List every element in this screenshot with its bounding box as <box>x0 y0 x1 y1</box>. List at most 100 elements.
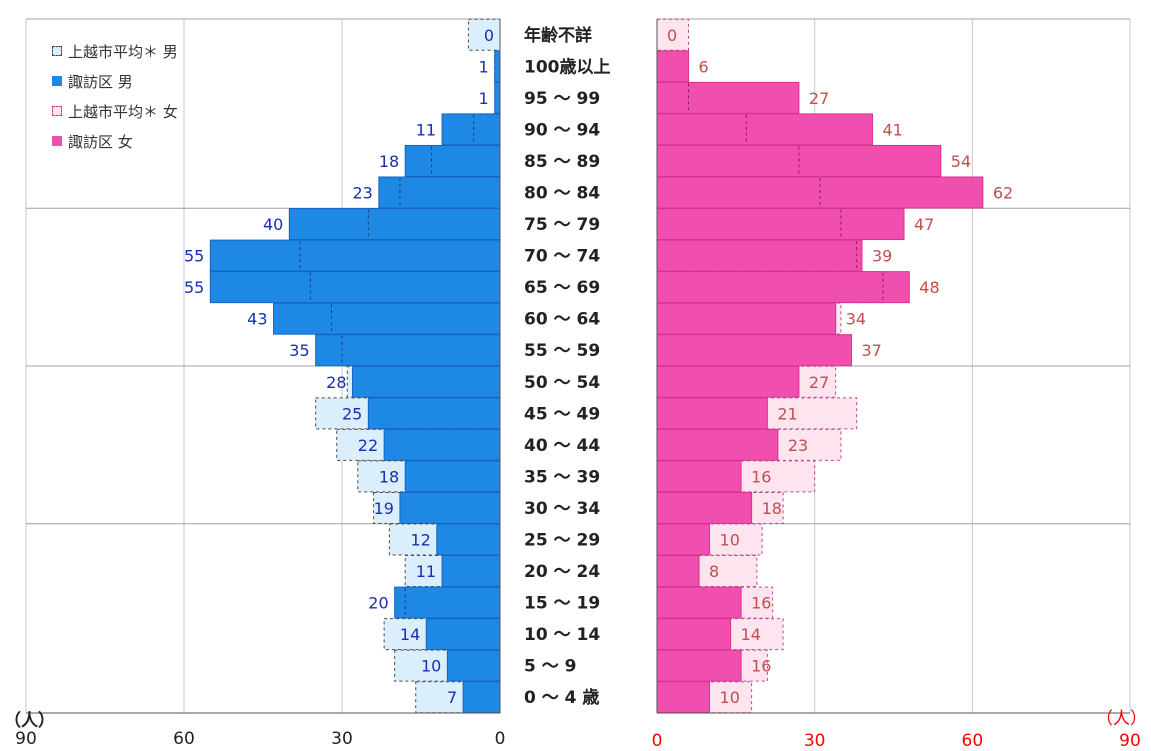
female-value-label: 23 <box>788 436 808 455</box>
suwa-female-bar <box>656 334 852 367</box>
legend-label: 上越市平均＊ 女 <box>68 102 178 121</box>
suwa-male-bar <box>315 334 501 367</box>
suwa-male-bar <box>288 208 501 241</box>
age-category-label: 35 ～ 39 <box>524 467 600 487</box>
suwa-male-bar <box>399 491 501 524</box>
male-value-label: 7 <box>447 688 457 707</box>
legend-swatch <box>52 76 62 86</box>
age-category-label: 100歳以上 <box>524 56 611 77</box>
right-axis-unit: （人） <box>1096 709 1147 729</box>
suwa-male-bar <box>378 176 501 209</box>
male-value-label: 25 <box>342 404 362 423</box>
suwa-female-bar <box>656 460 742 493</box>
female-value-label: 48 <box>919 278 939 297</box>
suwa-male-bar <box>394 586 501 619</box>
age-category-label: 60 ～ 64 <box>524 310 600 330</box>
male-value-label: 40 <box>263 215 283 234</box>
age-category-label: 80 ～ 84 <box>524 184 600 204</box>
suwa-female-bar <box>656 50 690 83</box>
suwa-male-bar <box>441 555 501 588</box>
suwa-female-bar <box>656 428 779 461</box>
age-category-label: 85 ～ 89 <box>524 152 600 172</box>
age-category-label: 65 ～ 69 <box>524 278 600 298</box>
age-category-label: 20 ～ 24 <box>524 562 600 582</box>
female-value-label: 62 <box>993 184 1013 203</box>
female-value-label: 27 <box>809 373 829 392</box>
left-axis-tick-label: 90 <box>15 729 37 749</box>
legend-item: 諏訪区 女 <box>52 126 178 156</box>
male-value-label: 14 <box>400 625 420 644</box>
suwa-male-bar <box>494 50 501 83</box>
female-value-label: 21 <box>777 404 797 423</box>
suwa-male-bar <box>404 460 501 493</box>
suwa-male-bar <box>273 302 501 335</box>
male-value-label: 23 <box>353 184 373 203</box>
age-category-label: 5 ～ 9 <box>524 657 577 677</box>
left-axis-unit: （人） <box>4 710 55 731</box>
female-value-label: 16 <box>751 657 771 676</box>
legend-item: 諏訪区 男 <box>52 66 178 96</box>
male-value-label: 11 <box>416 562 436 581</box>
avg-male-bar <box>467 18 501 51</box>
male-value-label: 55 <box>184 278 204 297</box>
suwa-male-bar <box>462 681 501 714</box>
suwa-female-bar <box>656 365 800 398</box>
legend-swatch <box>52 136 62 146</box>
suwa-female-bar <box>656 397 768 430</box>
age-category-labels: 年齢不詳 100歳以上 95 ～ 99 90 ～ 94 85 ～ 89 80 ～ 84 75… <box>524 25 611 708</box>
suwa-male-bar <box>425 618 501 651</box>
left-axis-tick-label: 0 <box>495 729 506 749</box>
female-value-label: 8 <box>709 562 719 581</box>
female-value-label: 10 <box>720 688 740 707</box>
suwa-female-bar <box>656 271 910 304</box>
legend-label: 上越市平均＊ 男 <box>68 42 178 61</box>
avg-female-bar <box>656 18 690 51</box>
male-value-label: 11 <box>416 120 436 139</box>
suwa-female-bar <box>656 681 711 714</box>
male-value-label: 35 <box>289 341 309 360</box>
age-category-label: 15 ～ 19 <box>524 594 600 614</box>
suwa-female-bar <box>656 649 742 682</box>
suwa-male-bar <box>209 271 501 304</box>
legend-swatch <box>52 106 62 116</box>
legend-item: 上越市平均＊ 男 <box>52 36 178 66</box>
suwa-male-bar <box>446 649 501 682</box>
female-value-label: 39 <box>872 247 892 266</box>
female-value-label: 0 <box>667 26 677 45</box>
age-category-label: 50 ～ 54 <box>524 373 600 393</box>
age-category-label: 55 ～ 59 <box>524 341 600 361</box>
male-value-label: 0 <box>484 26 494 45</box>
suwa-male-bar <box>383 428 501 461</box>
male-value-label: 28 <box>326 373 346 392</box>
age-category-label: 45 ～ 49 <box>524 404 600 424</box>
legend-item: 上越市平均＊ 女 <box>52 96 178 126</box>
suwa-male-bar <box>367 397 501 430</box>
male-value-label: 18 <box>379 152 399 171</box>
male-value-label: 12 <box>410 531 430 550</box>
age-category-label: 70 ～ 74 <box>524 247 600 267</box>
suwa-female-bar <box>656 555 700 588</box>
female-value-label: 10 <box>720 531 740 550</box>
axes: 90 60 30 0 0 30 60 90（人） （人） <box>4 19 1147 751</box>
male-value-label: 22 <box>358 436 378 455</box>
suwa-female-bar <box>656 523 711 556</box>
male-value-label: 55 <box>184 247 204 266</box>
female-value-label: 18 <box>762 499 782 518</box>
female-value-label: 54 <box>951 152 971 171</box>
male-value-label: 1 <box>479 89 489 108</box>
suwa-male-bar <box>352 365 501 398</box>
suwa-female-bar <box>656 239 863 272</box>
female-value-label: 16 <box>751 467 771 486</box>
right-axis-tick-label: 60 <box>962 731 984 751</box>
age-category-label: 10 ～ 14 <box>524 625 600 645</box>
right-axis-tick-label: 90 <box>1119 731 1141 751</box>
suwa-male-bar <box>494 81 501 114</box>
left-axis-tick-label: 30 <box>331 729 353 749</box>
suwa-male-bar <box>441 113 501 146</box>
female-value-label: 34 <box>846 310 866 329</box>
bars <box>209 18 984 714</box>
male-value-label: 10 <box>421 657 441 676</box>
age-category-label: 75 ～ 79 <box>524 215 600 235</box>
age-category-label: 90 ～ 94 <box>524 120 600 140</box>
legend-label: 諏訪区 女 <box>68 132 133 151</box>
